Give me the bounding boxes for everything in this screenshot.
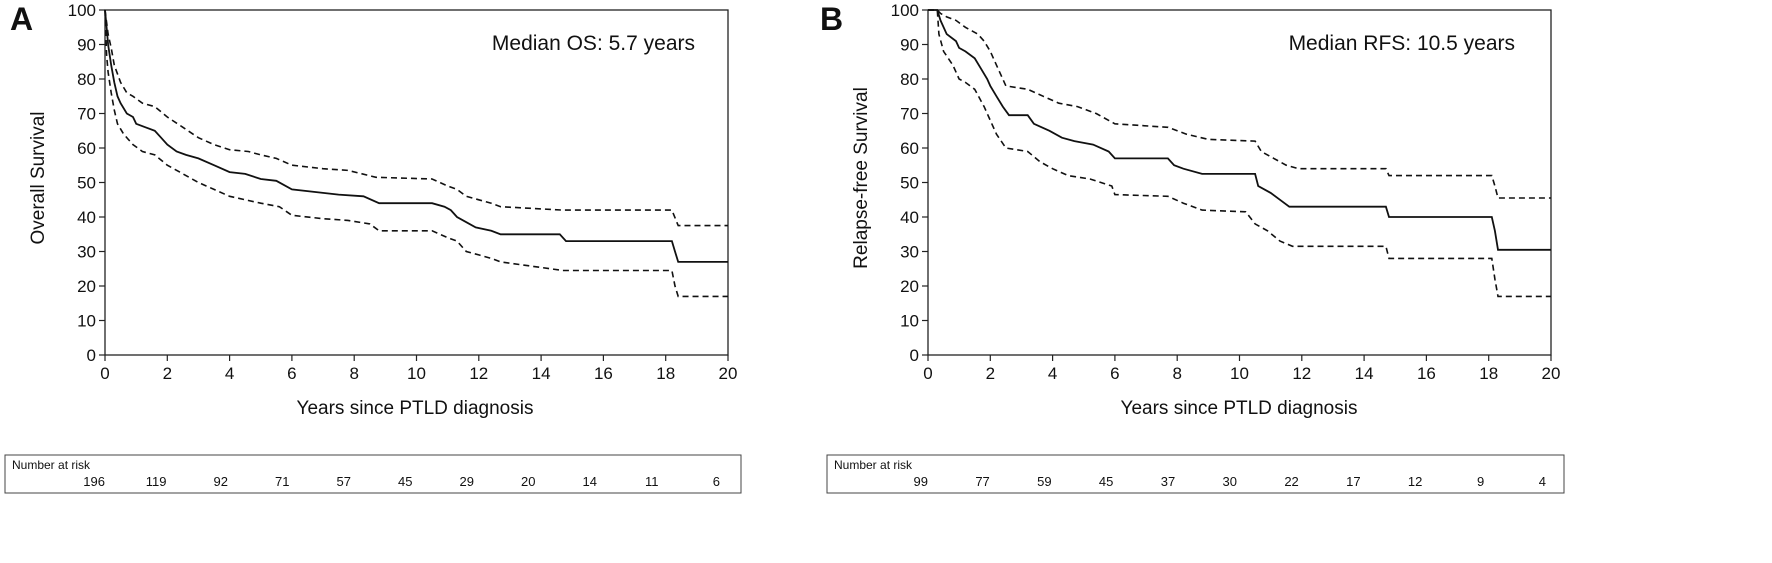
risk-values-a: 196 119 92 71 57 45 29 20 14 11 6 <box>83 474 720 489</box>
y-tick-label: 10 <box>77 312 96 331</box>
plot-area-frame <box>104 9 729 356</box>
y-tick-label: 50 <box>77 174 96 193</box>
x-tick-label: 6 <box>1110 364 1119 383</box>
risk-value: 119 <box>146 474 167 489</box>
risk-value: 29 <box>460 474 474 489</box>
x-tick-label: 12 <box>1292 364 1311 383</box>
x-axis-ticks-b: 0 2 4 6 8 10 12 14 16 18 20 <box>923 355 1560 383</box>
y-tick-label: 90 <box>900 36 919 55</box>
series-group-a <box>104 9 728 298</box>
x-tick-label: 4 <box>225 364 234 383</box>
risk-table-a <box>4 454 742 494</box>
lower-ci-curve <box>104 9 728 298</box>
risk-value: 77 <box>975 474 989 489</box>
y-tick-label: 60 <box>77 139 96 158</box>
y-axis-ticks-a: 0 10 20 30 40 50 60 70 80 90 100 <box>68 1 105 365</box>
y-tick-label: 50 <box>900 174 919 193</box>
risk-value: 45 <box>398 474 412 489</box>
risk-value: 57 <box>337 474 351 489</box>
x-tick-label: 0 <box>100 364 109 383</box>
survival-curve <box>928 9 1551 251</box>
panel-label-b: B <box>820 1 843 37</box>
risk-table-b <box>826 454 1565 494</box>
y-tick-label: 90 <box>77 36 96 55</box>
y-tick-label: 30 <box>900 243 919 262</box>
y-tick-label: 20 <box>77 277 96 296</box>
x-tick-label: 18 <box>656 364 675 383</box>
y-tick-label: 0 <box>910 346 919 365</box>
x-tick-label: 16 <box>1417 364 1436 383</box>
y-tick-label: 80 <box>77 70 96 89</box>
x-tick-label: 10 <box>1230 364 1249 383</box>
x-tick-label: 8 <box>1172 364 1181 383</box>
risk-value: 6 <box>713 474 720 489</box>
x-tick-label: 2 <box>986 364 995 383</box>
x-tick-label: 4 <box>1048 364 1057 383</box>
x-axis-ticks-a: 0 2 4 6 8 10 12 14 16 18 20 <box>100 355 737 383</box>
y-tick-label: 10 <box>900 312 919 331</box>
y-tick-label: 20 <box>900 277 919 296</box>
x-tick-label: 12 <box>469 364 488 383</box>
risk-value: 45 <box>1099 474 1113 489</box>
x-tick-label: 0 <box>923 364 932 383</box>
survival-curve <box>104 9 728 263</box>
risk-value: 4 <box>1539 474 1546 489</box>
x-tick-label: 20 <box>1542 364 1561 383</box>
y-tick-label: 100 <box>891 1 919 20</box>
y-axis-ticks-b: 0 10 20 30 40 50 60 70 80 90 100 <box>891 1 928 365</box>
risk-value: 59 <box>1037 474 1051 489</box>
risk-value: 196 <box>83 474 105 489</box>
risk-value: 12 <box>1408 474 1422 489</box>
x-tick-label: 8 <box>349 364 358 383</box>
y-axis-title-a: Overall Survival <box>28 111 49 244</box>
x-tick-label: 14 <box>532 364 551 383</box>
y-tick-label: 30 <box>77 243 96 262</box>
risk-table-title-b: Number at risk <box>834 458 913 472</box>
y-tick-label: 40 <box>900 208 919 227</box>
risk-value: 22 <box>1284 474 1298 489</box>
risk-value: 9 <box>1477 474 1484 489</box>
x-axis-title-a: Years since PTLD diagnosis <box>297 398 534 419</box>
median-annotation-b: Median RFS: 10.5 years <box>1289 32 1515 55</box>
risk-value: 20 <box>521 474 535 489</box>
x-tick-label: 14 <box>1355 364 1374 383</box>
risk-value: 14 <box>583 474 597 489</box>
x-tick-label: 20 <box>719 364 738 383</box>
risk-value: 92 <box>214 474 228 489</box>
y-tick-label: 80 <box>900 70 919 89</box>
risk-value: 71 <box>275 474 289 489</box>
y-tick-label: 40 <box>77 208 96 227</box>
plot-area-frame <box>927 9 1552 356</box>
panel-b-relapse-free-survival: B 0 2 4 6 8 10 12 14 16 18 20 0 10 20 30 40 50 60 70 80 90 1… <box>820 1 1565 494</box>
x-tick-label: 2 <box>163 364 172 383</box>
x-tick-label: 18 <box>1479 364 1498 383</box>
series-group-b <box>928 9 1551 298</box>
risk-value: 30 <box>1223 474 1237 489</box>
risk-table-title-a: Number at risk <box>12 458 91 472</box>
panel-a-overall-survival: A 0 2 4 6 8 10 12 14 16 18 20 0 10 20 30 40 50 60 70 80 90 1… <box>4 1 742 494</box>
risk-value: 11 <box>645 474 659 489</box>
x-axis-title-b: Years since PTLD diagnosis <box>1121 398 1358 419</box>
upper-ci-curve <box>104 9 728 227</box>
y-tick-label: 70 <box>900 105 919 124</box>
x-tick-label: 10 <box>407 364 426 383</box>
y-axis-title-b: Relapse-free Survival <box>851 87 872 269</box>
risk-value: 17 <box>1346 474 1360 489</box>
x-tick-label: 6 <box>287 364 296 383</box>
risk-value: 99 <box>914 474 928 489</box>
median-annotation-a: Median OS: 5.7 years <box>492 32 695 55</box>
x-tick-label: 16 <box>594 364 613 383</box>
panel-label-a: A <box>10 1 33 37</box>
y-tick-label: 70 <box>77 105 96 124</box>
lower-ci-curve <box>928 9 1551 298</box>
risk-values-b: 99 77 59 45 37 30 22 17 12 9 4 <box>914 474 1546 489</box>
y-tick-label: 100 <box>68 1 96 20</box>
y-tick-label: 0 <box>87 346 96 365</box>
risk-value: 37 <box>1161 474 1175 489</box>
upper-ci-curve <box>928 9 1551 199</box>
y-tick-label: 60 <box>900 139 919 158</box>
